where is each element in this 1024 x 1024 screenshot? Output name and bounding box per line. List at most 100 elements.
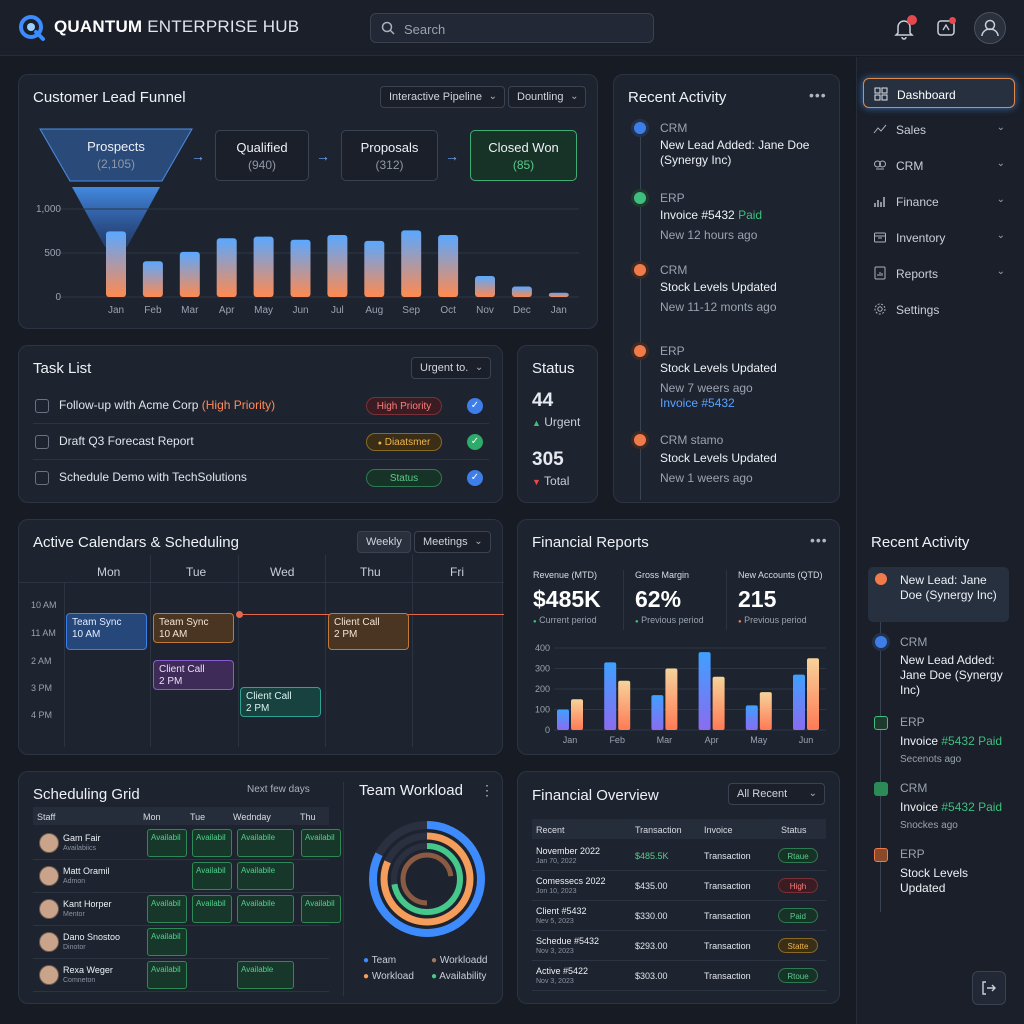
triangle-up-icon: ▲ — [532, 418, 541, 428]
sidebar-item-crm[interactable]: CRM ⌄ — [863, 150, 1015, 180]
availability-slot[interactable]: Availabil — [192, 829, 232, 857]
search-input[interactable]: Search — [370, 13, 654, 43]
activity-text: New Lead Added: Jane Doe (Synergy Inc) — [900, 653, 1003, 697]
margin-bar[interactable] — [571, 699, 583, 730]
sidebar-item-settings[interactable]: Settings — [863, 294, 1015, 324]
calendar-event[interactable]: Client Call 2 PM — [240, 687, 321, 717]
task-row[interactable]: Schedule Demo with TechSolutions Status … — [33, 460, 489, 496]
margin-bar[interactable] — [712, 676, 725, 730]
availability-slot[interactable]: Availabil — [301, 895, 341, 923]
margin-bar[interactable] — [665, 668, 678, 731]
invoice-link[interactable]: Invoice #5432 — [660, 396, 735, 410]
row-date: Jan 70, 2022 — [536, 858, 577, 865]
calendar-event[interactable]: Team Sync 10 AM — [66, 613, 147, 650]
sidebar-item-dashboard[interactable]: Dashboard — [863, 78, 1015, 108]
task-checkbox[interactable] — [35, 471, 49, 485]
calendar-event[interactable]: Team Sync 10 AM — [153, 613, 234, 643]
funnel-bar[interactable] — [511, 286, 532, 298]
staff-row: Dano Snostoo Dinotor Availabil — [33, 926, 329, 959]
sidebar-item-reports[interactable]: Reports ⌄ — [863, 258, 1015, 288]
sales-icon — [873, 124, 887, 134]
notification-badge — [907, 15, 917, 25]
margin-bar[interactable] — [807, 658, 819, 730]
availability-slot[interactable]: Availabile — [237, 895, 294, 923]
funnel-bar[interactable] — [327, 235, 348, 297]
card-title: Financial Overview — [532, 787, 659, 804]
more-options-icon[interactable]: ••• — [810, 532, 828, 548]
funnel-bar[interactable] — [548, 292, 569, 297]
check-icon[interactable]: ✓ — [467, 434, 483, 450]
funnel-bar[interactable] — [142, 261, 163, 297]
revenue-bar[interactable] — [745, 705, 758, 730]
sidebar-item-sales[interactable]: Sales ⌄ — [863, 114, 1015, 144]
recent-filter-dropdown[interactable]: All Recent ⌄ — [728, 783, 825, 805]
user-avatar-button[interactable] — [974, 12, 1006, 44]
task-filter-dropdown[interactable]: Urgent to. ⌄ — [411, 357, 492, 379]
status-badge: ● Diaatsmer — [366, 433, 442, 451]
revenue-bar[interactable] — [698, 652, 711, 730]
logout-button[interactable] — [972, 971, 1006, 1005]
revenue-bar[interactable] — [793, 674, 805, 730]
task-row[interactable]: Draft Q3 Forecast Report ● Diaatsmer ✓ — [33, 424, 489, 460]
search-placeholder: Search — [404, 22, 446, 37]
counting-dropdown[interactable]: Dountling ⌄ — [508, 86, 587, 108]
funnel-bar[interactable] — [106, 231, 126, 297]
availability-slot[interactable]: Availabil — [192, 862, 232, 890]
funnel-bar[interactable] — [216, 238, 237, 297]
availability-slot[interactable]: Availabil — [192, 895, 232, 923]
funnel-stage-closed-won[interactable]: Closed Won (85) — [470, 130, 577, 181]
availability-slot[interactable]: Availabil — [301, 829, 341, 857]
kpi-label: Revenue (MTD) — [533, 570, 598, 580]
table-row[interactable]: Comessecs 2022 Jon 10, 2023 $435.00 Transac… — [532, 871, 826, 901]
pipeline-dropdown[interactable]: Interactive Pipeline ⌄ — [380, 86, 505, 108]
funnel-stage-proposals[interactable]: Proposals (312) — [341, 130, 438, 181]
revenue-bar[interactable] — [557, 709, 569, 731]
total-count: 305 — [532, 449, 564, 470]
staff-name: Rexa Weger — [63, 965, 113, 975]
calendar-event[interactable]: Client Call 2 PM — [328, 613, 409, 650]
availability-slot[interactable]: Availabil — [147, 829, 187, 857]
table-row[interactable]: Client #5432 Nev 5, 2023 $330.00 Transactio… — [532, 901, 826, 931]
sidebar-item-finance[interactable]: Finance ⌄ — [863, 186, 1015, 216]
funnel-bar[interactable] — [290, 239, 311, 297]
funnel-bar[interactable] — [401, 230, 422, 297]
table-row[interactable]: November 2022 Jan 70, 2022 $485.5K Transact… — [532, 841, 826, 871]
funnel-bar[interactable] — [253, 236, 274, 297]
funnel-bar[interactable] — [179, 251, 200, 297]
task-checkbox[interactable] — [35, 399, 49, 413]
card-title: Status — [532, 360, 575, 377]
table-row[interactable]: Active #5422 Nov 3, 2023 $303.00 Transactio… — [532, 961, 826, 991]
meetings-dropdown[interactable]: Meetings ⌄ — [414, 531, 491, 553]
funnel-bar[interactable] — [364, 240, 385, 297]
margin-bar[interactable] — [618, 680, 631, 730]
availability-slot[interactable]: Availabile — [237, 829, 294, 857]
revenue-bar[interactable] — [604, 662, 617, 730]
task-row[interactable]: Follow-up with Acme Corp (High Priority)… — [33, 388, 489, 424]
more-options-icon[interactable]: ••• — [809, 87, 827, 103]
user-icon — [981, 19, 999, 37]
sidebar-item-inventory[interactable]: Inventory ⌄ — [863, 222, 1015, 252]
availability-slot[interactable]: Availabil — [147, 928, 187, 956]
more-vertical-icon[interactable]: ⋮ — [480, 782, 495, 798]
weekly-view-button[interactable]: Weekly — [357, 531, 411, 553]
funnel-stage-prospects[interactable]: Prospects (2,105) — [87, 139, 145, 171]
message-icon[interactable] — [932, 14, 960, 42]
funnel-bar[interactable] — [475, 276, 495, 297]
availability-slot[interactable]: Availabil — [147, 895, 187, 923]
revenue-bar[interactable] — [651, 695, 664, 730]
check-icon[interactable]: ✓ — [467, 470, 483, 486]
check-icon[interactable]: ✓ — [467, 398, 483, 414]
calendar-event[interactable]: Client Call 2 PM — [153, 660, 234, 690]
availability-slot[interactable]: Availabile — [237, 862, 294, 890]
status-badge: Status — [366, 469, 442, 487]
bell-icon[interactable] — [890, 14, 918, 42]
availability-slot[interactable]: Availabil — [147, 961, 187, 989]
task-checkbox[interactable] — [35, 435, 49, 449]
funnel-bar[interactable] — [438, 235, 459, 297]
funnel-stage-qualified[interactable]: Qualified (940) — [215, 130, 309, 181]
margin-bar[interactable] — [759, 692, 772, 730]
activity-highlight[interactable] — [868, 567, 1009, 622]
range-label[interactable]: Next few days — [247, 784, 310, 795]
table-row[interactable]: Schedue #5432 Nov 3, 2023 $293.00 Transacti… — [532, 931, 826, 961]
availability-slot[interactable]: Available — [237, 961, 294, 989]
